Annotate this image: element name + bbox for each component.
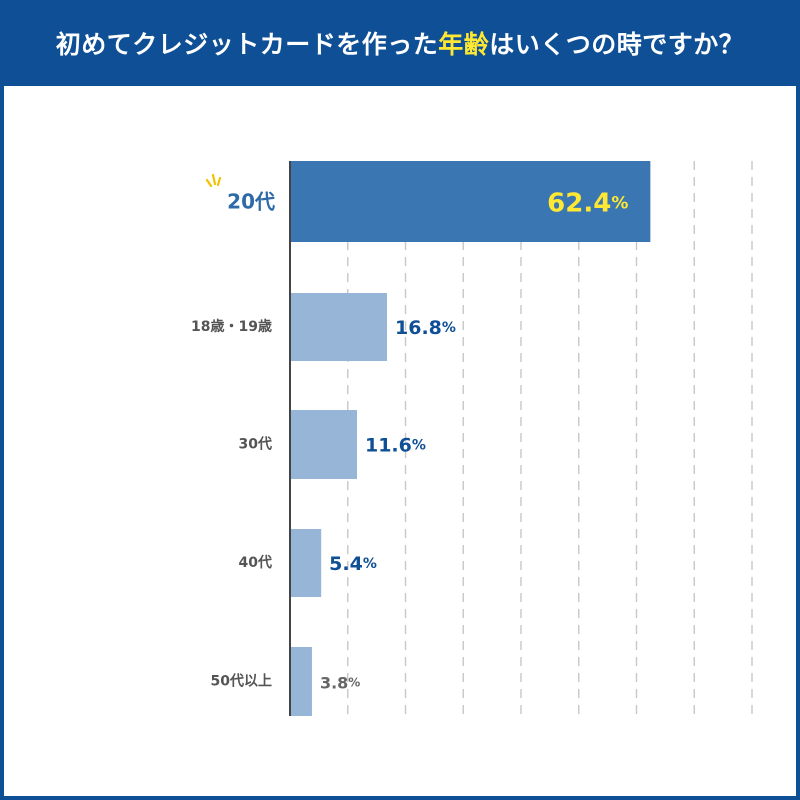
bar-1 (290, 293, 388, 361)
bar-3 (290, 529, 322, 597)
value-label-2: 11.6% (365, 435, 426, 457)
category-label-1: 18歳・19歳 (191, 318, 272, 335)
page-title: 初めてクレジットカードを作った年齢はいくつの時ですか？ (56, 25, 745, 61)
value-label-4: 3.8% (320, 673, 360, 692)
title-highlight: 年齢 (438, 30, 490, 59)
category-label-4: 50代以上 (211, 673, 272, 690)
highlight-spark-icon (205, 178, 213, 188)
category-label-2: 30代 (239, 436, 272, 453)
value-label-0: 62.4% (547, 189, 628, 219)
value-label-1: 16.8% (395, 317, 456, 339)
chart-panel: 20代 62.4% 18歳・19歳 16.8% 30代 11.6% 40代 5.4% 50代以上… (4, 86, 796, 796)
header-bar: 初めてクレジットカードを作った年齢はいくつの時ですか？ (0, 0, 800, 86)
title-part-1: 初めてクレジットカードを作った (55, 30, 439, 59)
bar-0 (290, 161, 651, 242)
highlight-spark-icon (216, 176, 222, 187)
value-label-3: 5.4% (329, 553, 377, 575)
category-label-3: 40代 (239, 554, 272, 571)
highlight-spark-icon (211, 173, 217, 186)
bar-4 (290, 647, 312, 716)
bar-2 (290, 410, 357, 479)
category-label-0: 20代 (227, 190, 275, 214)
title-part-2: はいくつの時ですか？ (489, 30, 745, 59)
bar-chart: 20代 62.4% 18歳・19歳 16.8% 30代 11.6% 40代 5.4% 50代以上… (191, 161, 753, 716)
